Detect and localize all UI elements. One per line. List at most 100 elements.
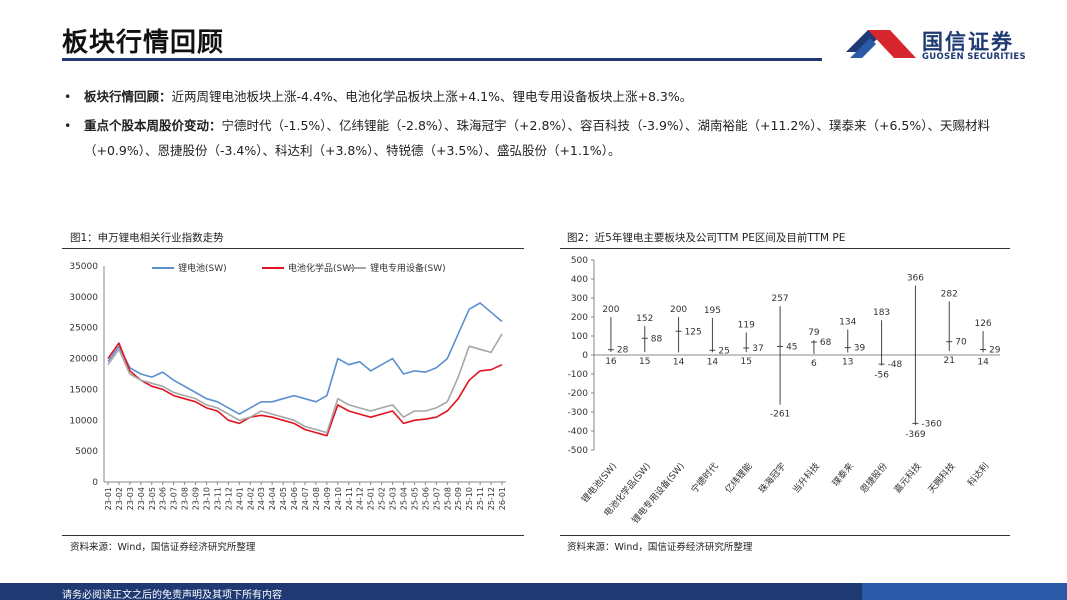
bullet-text: 近两周锂电池板块上涨-4.4%、电池化学品板块上涨+4.1%、锂电专用设备板块上… xyxy=(171,89,693,104)
y-tick-label: 25000 xyxy=(69,324,98,334)
fig1-source: 资料来源：Wind，国信证券经济研究所整理 xyxy=(70,542,256,553)
pe-range-chart: -500 -400 -300 -200 -100 0 100 200 300 400 500 200 1… xyxy=(568,256,1001,526)
y-tick-label: 500 xyxy=(571,256,588,266)
x-tick-label: 25-04 xyxy=(400,487,409,510)
pe-min-label: 21 xyxy=(944,356,955,366)
legend-label: 锂电池(SW) xyxy=(178,262,227,274)
y-tick-label: 0 xyxy=(92,478,98,488)
pe-min-label: 6 xyxy=(811,359,817,369)
bullet-item: • 重点个股本周股价变动：宁德时代（-1.5%）、亿纬锂能（-2.8%）、珠海冠… xyxy=(62,113,1022,163)
line-chart: 0 5000 10000 15000 20000 25000 30000 35000 23-01… xyxy=(69,262,507,510)
x-tick-label: 23-10 xyxy=(203,487,212,510)
pe-max-label: 282 xyxy=(941,289,958,299)
x-tick-label: 24-04 xyxy=(268,487,277,510)
fig1-caption: 图1：申万锂电相关行业指数走势 xyxy=(70,232,224,244)
pe-min-label: 16 xyxy=(605,357,617,367)
y-tick-label: 30000 xyxy=(69,293,98,303)
pe-max-label: 183 xyxy=(873,308,890,318)
x-tick-label: 23-11 xyxy=(213,487,222,510)
pe-max-label: 126 xyxy=(974,319,991,329)
y-tick-label: 15000 xyxy=(69,385,98,395)
pe-min-label: -56 xyxy=(874,371,889,381)
x-tick-label: 23-08 xyxy=(181,487,190,510)
category-label: 嘉元科技 xyxy=(891,460,923,495)
x-tick-label: 23-04 xyxy=(137,487,146,510)
y-tick-label: -100 xyxy=(568,370,589,380)
pe-current-label: -48 xyxy=(888,360,903,370)
bullet-dot: • xyxy=(64,89,72,104)
y-tick-label: -300 xyxy=(568,408,589,418)
page-title: 板块行情回顾 xyxy=(62,28,225,58)
pe-current-label: 125 xyxy=(685,327,702,337)
x-tick-label: 23-05 xyxy=(148,487,157,510)
pe-max-label: 200 xyxy=(670,305,687,315)
x-tick-label: 24-01 xyxy=(235,487,244,510)
bullet-text: 宁德时代（-1.5%）、亿纬锂能（-2.8%）、珠海冠宇（+2.8%）、容百科技… xyxy=(84,118,990,158)
footer-accent xyxy=(862,583,1067,600)
pe-min-label: 13 xyxy=(842,358,853,368)
pe-min-label: -261 xyxy=(770,410,790,420)
category-label: 科达利 xyxy=(965,460,992,488)
bullet-list: • 板块行情回顾：近两周锂电池板块上涨-4.4%、电池化学品板块上涨+4.1%、… xyxy=(62,84,1022,167)
x-tick-label: 23-02 xyxy=(115,487,124,510)
category-label: 天赐科技 xyxy=(925,460,957,495)
pe-max-label: 200 xyxy=(602,305,619,315)
fig2-caption: 图2：近5年锂电主要板块及公司TTM PE区间及目前TTM PE xyxy=(567,232,846,244)
category-label: 恩捷股份 xyxy=(858,460,890,495)
title-underline xyxy=(62,58,822,61)
x-tick-label: 25-01 xyxy=(367,487,376,510)
x-tick-label: 25-10 xyxy=(465,487,474,510)
fig1-top-rule xyxy=(62,248,524,249)
x-tick-label: 24-08 xyxy=(312,487,321,510)
pe-min-label: 15 xyxy=(741,357,752,367)
y-tick-label: 10000 xyxy=(69,416,98,426)
pe-current-label: 39 xyxy=(854,344,866,354)
bullet-label: 板块行情回顾： xyxy=(84,89,172,104)
y-tick-label: 100 xyxy=(571,332,588,342)
x-tick-label: 25-07 xyxy=(432,487,441,510)
pe-min-label: 14 xyxy=(707,357,719,367)
category-label: 亿纬锂能 xyxy=(722,460,754,495)
footer-bar xyxy=(0,583,1067,600)
legend-label: 电池化学品(SW) xyxy=(288,262,355,274)
category-label: 宁德时代 xyxy=(688,460,720,495)
guosen-logo-icon xyxy=(846,30,916,58)
x-tick-label: 25-12 xyxy=(487,487,496,510)
x-tick-label: 25-03 xyxy=(389,487,398,510)
x-tick-label: 25-05 xyxy=(410,487,419,510)
x-tick-label: 24-11 xyxy=(345,487,354,510)
x-tick-label: 25-11 xyxy=(476,487,485,510)
y-tick-label: 400 xyxy=(571,275,588,285)
legend-label: 锂电专用设备(SW) xyxy=(370,262,446,274)
pe-current-label: 37 xyxy=(752,344,763,354)
pe-max-label: 366 xyxy=(907,273,924,283)
bullet-dot: • xyxy=(64,118,72,133)
brand-subtitle: GUOSEN SECURITIES xyxy=(922,52,1026,62)
pe-max-label: 195 xyxy=(704,306,721,316)
y-tick-label: -200 xyxy=(568,389,589,399)
series-line xyxy=(107,342,503,437)
x-tick-label: 23-12 xyxy=(224,487,233,510)
x-tick-label: 24-10 xyxy=(334,487,343,510)
x-tick-label: 25-06 xyxy=(421,487,430,510)
x-tick-label: 24-02 xyxy=(246,487,255,510)
category-label: 璞泰来 xyxy=(829,460,856,488)
pe-current-label: 45 xyxy=(786,342,797,352)
pe-max-label: 119 xyxy=(738,320,755,330)
series-line xyxy=(107,333,503,434)
x-tick-label: 25-09 xyxy=(454,487,463,510)
pe-current-label: 28 xyxy=(617,346,629,356)
pe-current-label: 29 xyxy=(989,345,1001,355)
series-line xyxy=(107,302,503,415)
x-tick-label: 23-07 xyxy=(170,487,179,510)
y-tick-label: 20000 xyxy=(69,355,98,365)
x-tick-label: 23-09 xyxy=(192,487,201,510)
x-tick-label: 25-02 xyxy=(378,487,387,510)
y-tick-label: 300 xyxy=(571,294,588,304)
x-tick-label: 23-06 xyxy=(159,487,168,510)
x-tick-label: 24-09 xyxy=(323,487,332,510)
pe-max-label: 79 xyxy=(808,328,820,338)
x-tick-label: 24-03 xyxy=(257,487,266,510)
bullet-label: 重点个股本周股价变动： xyxy=(84,118,222,133)
category-label: 当升科技 xyxy=(790,460,822,495)
